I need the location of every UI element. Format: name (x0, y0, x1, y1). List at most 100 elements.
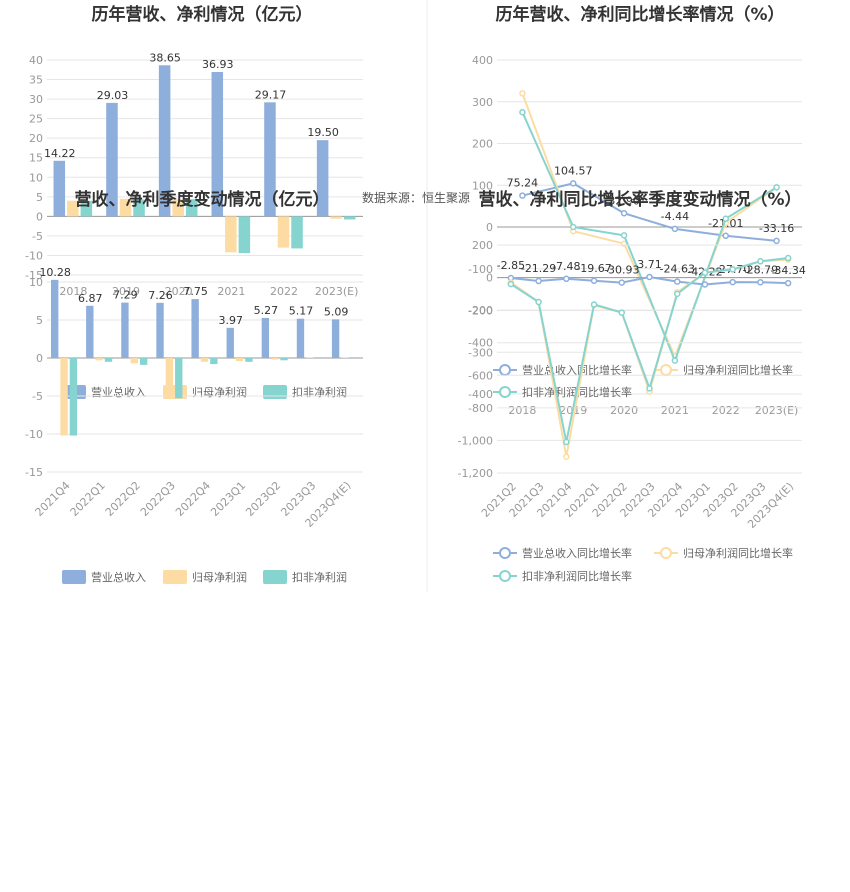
y-tick-label: 0 (486, 221, 493, 234)
y-tick-label: 5 (36, 314, 43, 327)
bar-annual_bar-s1-4 (277, 216, 290, 248)
bar-annual_bar-s2-3 (238, 216, 251, 254)
legend-label: 扣非净利润 (292, 570, 347, 584)
legend-label: 扣非净利润 (292, 385, 347, 399)
point-quarterly_growth-s2-5 (646, 385, 653, 392)
data-label: 5.27 (254, 304, 279, 317)
data-label: 6.87 (78, 292, 103, 305)
point-quarterly_growth-s2-0 (507, 280, 515, 288)
data-label: -24.63 (659, 263, 694, 276)
x-tick-label: 2020 (165, 285, 193, 298)
bar-annual_bar-s2-5 (343, 216, 356, 220)
line-quarterly_growth-s1 (510, 258, 789, 457)
bar-quarterly_bar-s1-8 (341, 357, 349, 358)
data-label: 3.71 (637, 258, 662, 271)
point-quarterly_growth-s0-9 (757, 279, 764, 286)
point-quarterly_growth-s2-3 (590, 301, 598, 308)
line-quarterly_growth-s2 (510, 257, 789, 443)
bar-quarterly_bar-s0-6 (261, 317, 270, 358)
x-tick-label: 2023(E) (315, 285, 359, 298)
bar-quarterly_bar-s0-1 (86, 305, 94, 358)
data-label: -19.67 (576, 262, 611, 275)
legend-label: 归母净利润 (192, 385, 247, 399)
x-tick-label: 2018 (508, 404, 536, 417)
legend-label: 营业总收入 (91, 570, 146, 584)
data-label: 7.26 (148, 289, 173, 302)
data-label: 5.17 (289, 305, 314, 318)
legend-swatch-marker (499, 386, 511, 398)
point-quarterly_growth-s2-4 (618, 309, 626, 316)
x-tick-label: 2020 (610, 404, 638, 417)
y-tick-label: 5 (36, 191, 43, 204)
point-quarterly_growth-s0-1 (535, 277, 542, 285)
legend-swatch-marker (660, 547, 672, 559)
data-label: 75.24 (507, 177, 539, 190)
y-tick-label: -10 (25, 249, 43, 262)
bar-annual_bar-s2-4 (291, 216, 303, 249)
data-label: -30.93 (604, 264, 639, 277)
y-tick-label: 10 (29, 171, 43, 184)
y-tick-label: -15 (25, 269, 43, 282)
y-tick-label: 0 (36, 210, 43, 223)
y-tick-label: 0 (486, 272, 493, 285)
x-tick-label: 2022 (712, 404, 740, 417)
point-quarterly_growth-s0-4 (618, 279, 626, 286)
source-text: 数据来源：恒生聚源 (362, 190, 470, 205)
y-tick-label: 10 (29, 276, 43, 289)
data-label: 104.57 (554, 164, 593, 177)
legend-swatch (263, 385, 287, 399)
data-label: -2.85 (497, 259, 525, 272)
x-tick-label: 2021 (661, 404, 689, 417)
point-annual_growth-s0-2 (620, 210, 628, 217)
point-quarterly_growth-s0-6 (673, 278, 681, 285)
bar-quarterly_bar-s2-1 (104, 358, 113, 362)
legend-swatch (62, 570, 86, 584)
bar-quarterly_bar-s0-4 (191, 299, 199, 358)
y-tick-label: -10 (25, 428, 43, 441)
data-label: 29.17 (255, 88, 287, 101)
point-quarterly_growth-s2-9 (757, 258, 764, 265)
data-label: 14.22 (44, 147, 76, 160)
y-tick-label: 40 (29, 54, 43, 67)
y-tick-label: 300 (472, 96, 493, 109)
chart-title: 历年营收、净利情况（亿元） (92, 4, 313, 25)
bar-quarterly_bar-s2-5 (245, 358, 253, 362)
bar-annual_bar-s0-2 (158, 65, 171, 217)
bar-quarterly_bar-s2-4 (210, 358, 218, 365)
point-annual_growth-s0-1 (570, 180, 577, 187)
bar-quarterly_bar-s2-7 (315, 357, 323, 358)
point-quarterly_growth-s2-2 (563, 438, 570, 446)
legend-label: 归母净利润同比增长率 (683, 546, 793, 560)
data-label: 29.03 (97, 89, 129, 102)
bar-annual_bar-s2-0 (80, 200, 93, 217)
y-tick-label: -100 (468, 263, 493, 276)
data-label: -34.34 (770, 264, 805, 277)
legend-label: 归母净利润同比增长率 (683, 363, 793, 377)
point-annual_growth-s2-0 (519, 108, 526, 116)
x-tick-label: 2022Q4 (173, 479, 213, 519)
bar-annual_bar-s0-4 (264, 102, 276, 217)
point-annual_growth-s0-3 (671, 225, 679, 233)
legend-label: 营业总收入 (91, 385, 146, 399)
y-tick-label: -400 (468, 337, 493, 350)
x-tick-label: 2022 (270, 285, 298, 298)
bar-quarterly_bar-s2-2 (139, 358, 148, 365)
point-quarterly_growth-s0-7 (701, 281, 709, 288)
point-annual_growth-s2-1 (570, 223, 577, 231)
legend-swatch-marker (660, 364, 672, 376)
y-tick-label: 200 (472, 138, 493, 151)
point-annual_growth-s0-0 (519, 192, 526, 199)
point-annual_growth-s1-0 (519, 90, 526, 97)
bar-quarterly_bar-s0-0 (51, 279, 59, 358)
point-quarterly_growth-s1-2 (563, 453, 570, 460)
bar-quarterly_bar-s2-0 (69, 358, 78, 436)
bar-quarterly_bar-s0-7 (296, 318, 305, 358)
x-tick-label: 2021 (217, 285, 245, 298)
bar-quarterly_bar-s1-3 (165, 358, 174, 398)
point-annual_growth-s0-5 (773, 237, 780, 245)
legend-label: 归母净利润 (192, 570, 247, 584)
chart-annual_growth: 历年营收、净利同比增长率情况（%）-400-300-200-1000100200… (468, 4, 802, 417)
bar-quarterly_bar-s1-0 (60, 358, 68, 436)
chart-title: 营收、净利同比增长率季度变动情况（%） (478, 189, 801, 210)
y-tick-label: 25 (29, 113, 43, 126)
